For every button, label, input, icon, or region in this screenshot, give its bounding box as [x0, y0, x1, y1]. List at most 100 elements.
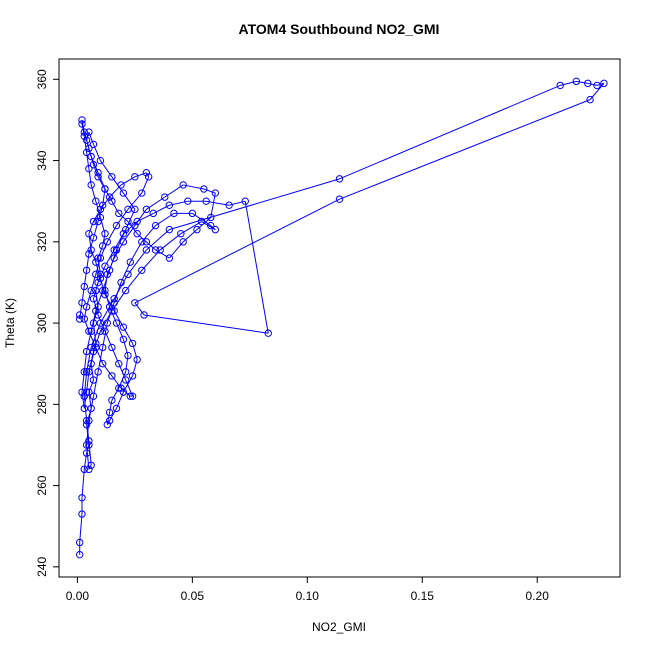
data-point [117, 384, 125, 392]
data-point [117, 181, 125, 189]
data-point [87, 461, 95, 469]
series-segment [134, 198, 340, 304]
data-point [96, 205, 105, 214]
series-segment [109, 408, 117, 421]
series-segment [244, 201, 269, 334]
data-point [92, 339, 100, 348]
data-point [197, 217, 206, 226]
data-point [96, 156, 105, 165]
data-point [82, 368, 91, 376]
y-tick-label: 260 [35, 475, 49, 495]
data-point [115, 209, 123, 218]
data-point [85, 327, 93, 335]
data-point [131, 205, 139, 214]
y-tick-label: 300 [35, 313, 49, 333]
data-point [87, 327, 95, 335]
data-point [101, 185, 109, 193]
data-point [87, 246, 95, 254]
data-point [87, 152, 95, 161]
data-point [184, 197, 192, 205]
data-point [207, 213, 215, 222]
series-segment [81, 119, 85, 133]
data-point [98, 360, 107, 368]
series-segment [339, 84, 561, 180]
data-point [131, 173, 139, 181]
y-axis-label: Theta (K) [3, 298, 17, 348]
series-segment [576, 80, 588, 84]
data-point [126, 258, 134, 266]
series-segment [111, 387, 120, 401]
data-point [85, 164, 93, 173]
data-point [89, 160, 98, 169]
data-point [89, 217, 98, 226]
data-point [156, 246, 164, 254]
data-point [78, 388, 86, 396]
chart-title: ATOM4 Southbound NO2_GMI [239, 21, 440, 37]
y-tick-label: 280 [35, 394, 49, 414]
data-point [89, 140, 98, 149]
data-point [98, 242, 107, 250]
series-segment [587, 82, 598, 86]
data-point [85, 144, 93, 153]
series-segment [210, 192, 216, 218]
series-segment [125, 269, 143, 291]
data-point [119, 335, 128, 344]
series-segment [206, 200, 230, 206]
data-point [98, 343, 107, 352]
data-point [87, 286, 95, 295]
data-point [82, 347, 91, 356]
series-segment [97, 347, 104, 372]
data-point [101, 327, 109, 335]
data-point [151, 221, 160, 230]
data-point [124, 217, 132, 226]
series-segment [92, 371, 99, 397]
series-segment [99, 298, 115, 324]
data-point [128, 339, 137, 348]
series-segment [145, 172, 150, 178]
series-segment [81, 469, 85, 498]
data-point [193, 225, 201, 234]
data-point [85, 441, 93, 449]
data-point [165, 225, 174, 234]
data-point [80, 404, 88, 413]
data-point [103, 270, 111, 279]
data-point [112, 319, 121, 327]
data-point [117, 278, 125, 287]
data-point [94, 303, 102, 311]
data-point [207, 221, 215, 230]
data-point [131, 221, 139, 230]
series-segment [97, 245, 104, 259]
data-point [112, 246, 121, 254]
data-point [105, 266, 114, 274]
data-point [89, 295, 98, 303]
data-point [92, 197, 100, 205]
series-segment [134, 302, 145, 316]
data-point [101, 262, 109, 270]
data-point [85, 229, 93, 238]
data-point [110, 299, 118, 307]
series-segment [93, 209, 101, 222]
series-segment [79, 513, 83, 543]
data-point [110, 246, 118, 254]
data-point [121, 286, 130, 295]
data-point [115, 384, 123, 392]
series-segment [104, 188, 113, 202]
data-point [593, 81, 601, 90]
y-tick-label: 360 [35, 69, 49, 89]
data-point [165, 254, 174, 262]
data-point [241, 197, 249, 205]
data-point [572, 77, 581, 86]
data-point [82, 266, 91, 274]
data-point [75, 550, 84, 559]
series-segment [81, 123, 85, 137]
data-point [92, 307, 100, 315]
data-point [101, 229, 109, 238]
x-tick-label: 0.10 [296, 589, 320, 603]
series-segment [99, 310, 113, 332]
data-point [80, 368, 88, 376]
data-point [75, 538, 84, 547]
x-tick-label: 0.20 [526, 589, 550, 603]
data-point [138, 266, 146, 274]
data-point [115, 360, 123, 368]
data-point [556, 81, 564, 90]
